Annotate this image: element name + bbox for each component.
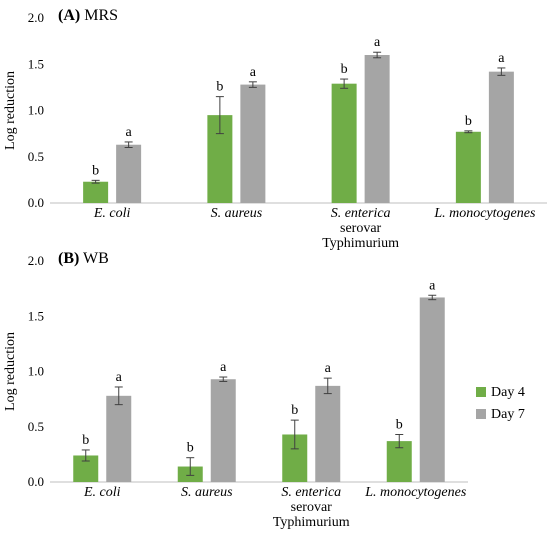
bar-day-7 <box>315 385 341 482</box>
significance-letter: b <box>291 403 298 418</box>
category-label: S. enterica <box>281 485 341 500</box>
bar-day-7 <box>419 297 445 482</box>
significance-letter: a <box>250 65 257 80</box>
significance-letter: a <box>126 125 133 140</box>
significance-letter: a <box>374 35 381 50</box>
panel-title-medium: WB <box>79 250 108 267</box>
panel-title-label: (A) <box>58 7 80 24</box>
bar-day-4 <box>331 83 357 203</box>
y-tick-label: 0.5 <box>28 419 44 434</box>
category-label: S. enterica <box>331 206 391 221</box>
significance-letter: b <box>341 62 348 77</box>
category-label: S. aureus <box>181 485 233 500</box>
category-label: serovar <box>291 500 333 515</box>
bar-day-7 <box>240 84 266 203</box>
significance-letter: b <box>92 163 99 178</box>
y-tick-label: 0.5 <box>28 149 44 164</box>
category-label: E. coli <box>93 206 131 221</box>
significance-letter: a <box>116 370 123 385</box>
bar-day-7 <box>364 55 390 203</box>
y-tick-label: 0.0 <box>28 195 44 210</box>
category-label: E. coli <box>83 485 121 500</box>
y-tick-label: 1.0 <box>28 364 44 379</box>
significance-letter: a <box>325 361 332 376</box>
bar-day-7 <box>106 395 132 482</box>
panel-title-medium: MRS <box>80 7 118 24</box>
legend-swatch <box>476 409 486 419</box>
y-axis-title: Log reduction <box>3 71 18 150</box>
panel-title-label: (B) <box>58 250 79 267</box>
legend-label: Day 4 <box>491 385 525 400</box>
y-tick-label: 1.0 <box>28 103 44 118</box>
bar-day-7 <box>116 144 142 203</box>
panel-title: (A) MRS <box>58 7 118 24</box>
significance-letter: b <box>396 417 403 432</box>
category-label: Typhimurium <box>273 515 350 530</box>
significance-letter: b <box>465 114 472 129</box>
category-label: L. monocytogenes <box>364 485 467 500</box>
legend-label: Day 7 <box>491 407 525 422</box>
bar-day-7 <box>210 379 236 482</box>
y-tick-label: 0.0 <box>28 474 44 489</box>
bar-day-4 <box>83 181 109 203</box>
significance-letter: a <box>429 278 436 293</box>
category-label: serovar <box>340 221 382 236</box>
y-tick-label: 2.0 <box>28 10 44 25</box>
y-tick-label: 2.0 <box>28 253 44 268</box>
category-label: S. aureus <box>211 206 263 221</box>
chart-panel-a: 0.0 0.5 1.0 1.5 2.0 Log reduction (A) MRS b a E. … <box>3 7 547 251</box>
significance-letter: a <box>220 360 227 375</box>
category-label: Typhimurium <box>322 236 399 251</box>
significance-letter: b <box>187 441 194 456</box>
chart-panel-b: 0.0 0.5 1.0 1.5 2.0 Log reduction (B) WB b a E. c… <box>3 250 525 530</box>
legend-swatch <box>476 387 486 397</box>
y-tick-label: 1.5 <box>28 308 44 323</box>
significance-letter: b <box>216 80 223 95</box>
significance-letter: a <box>498 51 505 66</box>
category-label: L. monocytogenes <box>433 206 536 221</box>
y-tick-label: 1.5 <box>28 56 44 71</box>
bar-day-7 <box>488 71 514 204</box>
bar-day-4 <box>455 131 481 203</box>
significance-letter: b <box>82 433 89 448</box>
panel-title: (B) WB <box>58 250 109 267</box>
y-axis-title: Log reduction <box>3 332 18 411</box>
